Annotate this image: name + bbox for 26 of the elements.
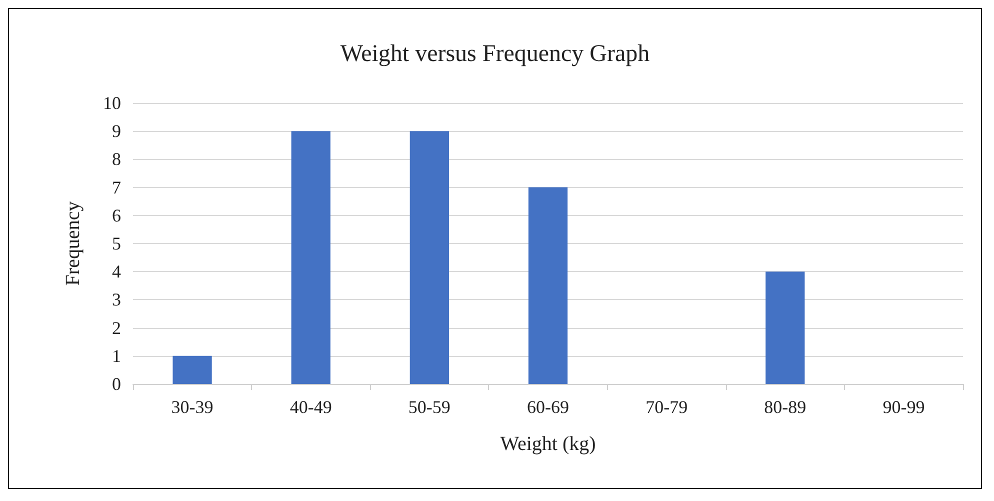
x-axis-title: Weight (kg) <box>500 433 596 455</box>
y-tick-label: 7 <box>112 177 121 198</box>
x-tick-label: 90-99 <box>882 397 925 417</box>
y-tick-label: 8 <box>112 149 121 170</box>
bar <box>528 187 568 384</box>
y-tick-label: 10 <box>103 93 121 113</box>
x-tick-label: 40-49 <box>290 397 332 417</box>
y-tick-label: 4 <box>112 262 121 282</box>
bar <box>172 356 212 384</box>
x-tick-label: 60-69 <box>527 397 569 417</box>
chart-title: Weight versus Frequency Graph <box>340 41 650 67</box>
x-tick-label: 80-89 <box>764 397 806 417</box>
y-tick-label: 3 <box>112 290 121 310</box>
y-axis-title: Frequency <box>62 201 84 286</box>
y-tick-label: 6 <box>112 205 121 226</box>
x-tick-label: 30-39 <box>171 397 214 417</box>
y-tick-label: 0 <box>112 374 121 394</box>
x-tick-label: 70-79 <box>646 397 688 417</box>
x-tick-label: 50-59 <box>408 397 450 417</box>
y-tick-label: 2 <box>112 318 121 338</box>
bar <box>410 131 449 384</box>
bar <box>766 272 805 384</box>
y-tick-label: 5 <box>112 234 121 254</box>
bar <box>291 131 330 384</box>
y-tick-label: 1 <box>112 346 121 366</box>
y-tick-label: 9 <box>112 121 121 142</box>
